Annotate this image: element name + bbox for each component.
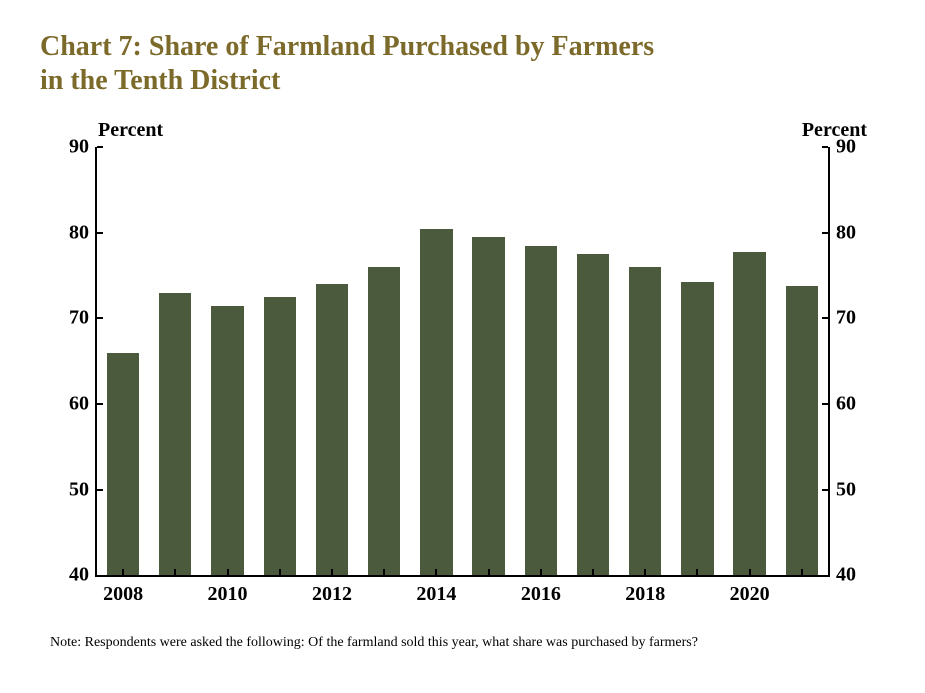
chart-area: Percent Percent 404050506060707080809090…: [40, 127, 885, 617]
bar: [420, 229, 452, 576]
y-tick-mark: [97, 317, 103, 319]
y-tick-label-right: 90: [828, 136, 856, 159]
chart-note: Note: Respondents were asked the followi…: [50, 635, 885, 651]
bar: [107, 353, 139, 576]
x-tick-mark: [488, 569, 490, 577]
y-tick-label-left: 60: [69, 393, 97, 416]
bar: [786, 286, 818, 575]
x-tick-mark: [801, 569, 803, 577]
x-tick-label: 2014: [416, 575, 456, 606]
y-tick-mark: [97, 403, 103, 405]
x-tick-label: 2008: [103, 575, 143, 606]
x-tick-mark: [383, 569, 385, 577]
y-tick-mark: [822, 232, 828, 234]
y-tick-label-left: 70: [69, 307, 97, 330]
x-tick-label: 2020: [730, 575, 770, 606]
bars-container: [97, 147, 828, 575]
bar: [525, 246, 557, 576]
x-tick-label: 2018: [625, 575, 665, 606]
chart-title-line2: in the Tenth District: [40, 64, 885, 98]
bar: [159, 293, 191, 575]
x-tick-mark: [696, 569, 698, 577]
y-tick-label-right: 40: [828, 564, 856, 587]
x-tick-label: 2016: [521, 575, 561, 606]
bar: [264, 297, 296, 575]
y-tick-label-left: 90: [69, 136, 97, 159]
y-tick-mark: [822, 146, 828, 148]
x-tick-mark: [592, 569, 594, 577]
bar: [211, 306, 243, 576]
y-tick-label-left: 80: [69, 221, 97, 244]
y-tick-mark: [97, 232, 103, 234]
y-tick-mark: [822, 317, 828, 319]
bar: [316, 284, 348, 575]
x-tick-mark: [174, 569, 176, 577]
y-tick-label-left: 50: [69, 478, 97, 501]
y-tick-label-right: 50: [828, 478, 856, 501]
y-tick-mark: [822, 403, 828, 405]
y-tick-label-right: 80: [828, 221, 856, 244]
y-tick-mark: [97, 146, 103, 148]
bar: [368, 267, 400, 575]
plot-region: 4040505060607070808090902008201020122014…: [95, 147, 830, 577]
bar: [681, 282, 713, 576]
bar: [629, 267, 661, 575]
bar: [472, 237, 504, 575]
y-tick-label-left: 40: [69, 564, 97, 587]
bar: [733, 252, 765, 576]
y-tick-label-right: 70: [828, 307, 856, 330]
y-tick-label-right: 60: [828, 393, 856, 416]
y-axis-label-left: Percent: [98, 119, 163, 142]
y-tick-mark: [97, 489, 103, 491]
y-tick-mark: [822, 489, 828, 491]
bar: [577, 254, 609, 575]
page-root: Chart 7: Share of Farmland Purchased by …: [0, 0, 925, 693]
chart-title: Chart 7: Share of Farmland Purchased by …: [40, 30, 885, 97]
x-tick-label: 2012: [312, 575, 352, 606]
chart-title-line1: Chart 7: Share of Farmland Purchased by …: [40, 30, 885, 64]
x-tick-label: 2010: [208, 575, 248, 606]
x-tick-mark: [279, 569, 281, 577]
